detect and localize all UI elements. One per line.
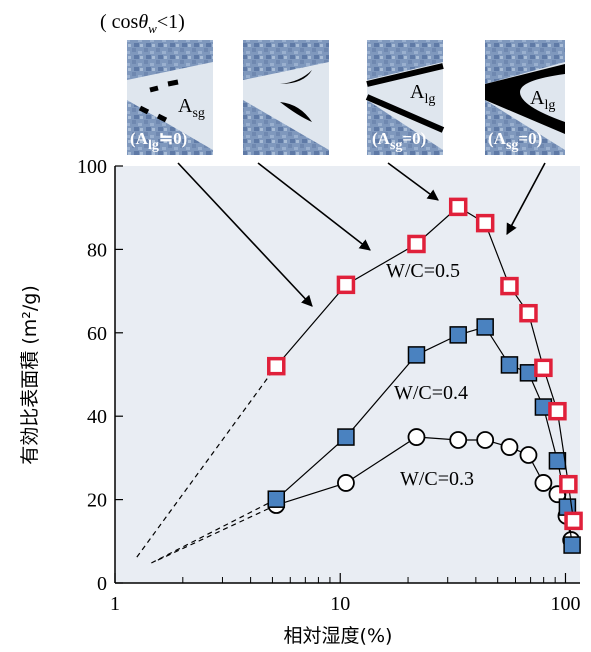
point: [521, 306, 536, 321]
inset-label-main: =0): [518, 129, 542, 148]
point: [408, 429, 424, 445]
x-tick-label: 1: [110, 593, 120, 615]
y-tick-label: 80: [87, 239, 107, 261]
point: [409, 236, 424, 251]
x-tick-label: 100: [550, 593, 580, 615]
point: [564, 537, 580, 553]
caption-theta: θ: [138, 11, 148, 33]
inset-label-main: =0): [402, 129, 426, 148]
point: [502, 279, 517, 294]
point: [268, 491, 284, 507]
point: [338, 475, 354, 491]
point: [501, 439, 517, 455]
point: [535, 475, 551, 491]
x-tick-label: 10: [330, 593, 350, 615]
inset-label-main: (A: [488, 129, 507, 148]
point: [561, 477, 576, 492]
y-axis-title: 有効比表面積 (m²/g): [19, 285, 41, 464]
inset-label-main: A: [410, 81, 425, 103]
y-tick-label: 20: [87, 490, 107, 512]
point: [338, 277, 353, 292]
x-axis-title: 相対湿度(%): [284, 625, 393, 647]
inset-label-sub: sg: [390, 138, 402, 153]
point: [520, 365, 536, 381]
point: [520, 447, 536, 463]
chart: ( cosθw<1) 相対湿度(%) 有効比表面積 (m²/g) 0 20 40 60…: [0, 0, 591, 652]
point: [566, 513, 581, 528]
series-label: W/C=0.4: [394, 382, 468, 404]
inset-caption: ( cosθw<1): [100, 11, 185, 36]
y-tick-label: 40: [87, 406, 107, 428]
point: [549, 453, 565, 469]
y-tick-label: 60: [87, 323, 107, 345]
caption-sub: w: [148, 21, 157, 36]
point: [477, 319, 493, 335]
series-label: W/C=0.5: [386, 260, 460, 282]
series-label: W/C=0.3: [400, 468, 474, 490]
inset-label-main: (A: [130, 129, 149, 148]
inset-label-main: (A: [372, 129, 391, 148]
inset-label-sub: sg: [506, 138, 518, 153]
inset-label-sub: lg: [148, 138, 159, 153]
point: [536, 360, 551, 375]
point: [501, 357, 517, 373]
point: [477, 432, 493, 448]
inset-label-main: A: [530, 87, 545, 109]
point: [338, 429, 354, 445]
inset-label-main: A: [178, 95, 193, 117]
y-tick-label: 0: [97, 573, 107, 595]
point: [478, 216, 493, 231]
caption-text: ( cos: [100, 11, 139, 33]
inset-label-main: ≒0): [159, 129, 187, 148]
inset-label-sub: lg: [544, 98, 555, 113]
point: [550, 404, 565, 419]
point: [269, 359, 284, 374]
y-tick-label: 100: [77, 156, 107, 178]
point: [451, 199, 466, 214]
inset-label-sub: sg: [192, 106, 204, 121]
point: [450, 327, 466, 343]
point: [408, 347, 424, 363]
inset-label-sub: lg: [424, 92, 435, 107]
point: [450, 432, 466, 448]
caption-text: <1): [157, 11, 185, 33]
